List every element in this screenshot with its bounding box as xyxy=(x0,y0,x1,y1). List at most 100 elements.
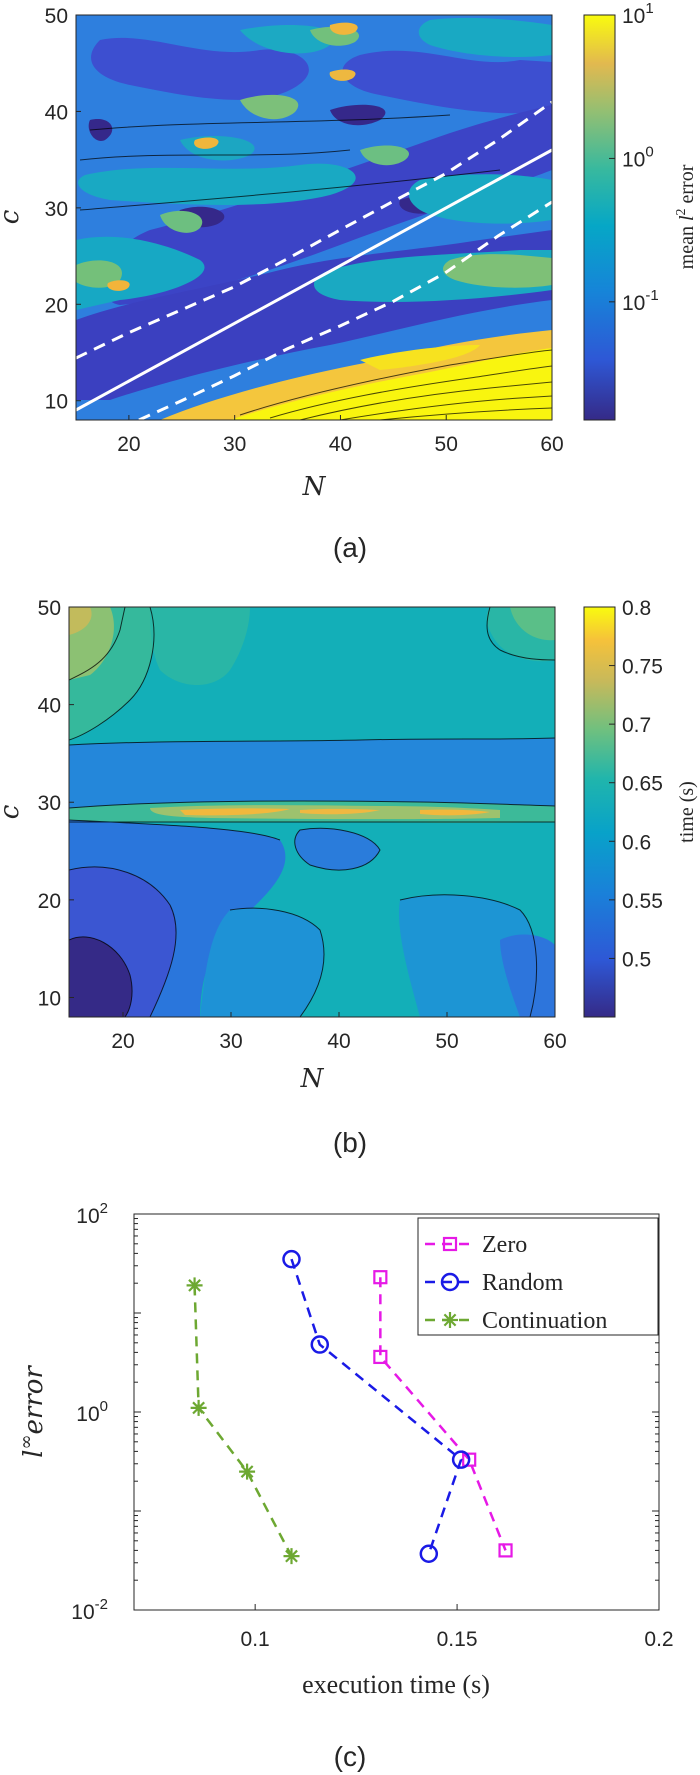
panel-b-x-ticks: 20 30 40 50 60 xyxy=(111,1012,567,1053)
legend-entry-zero: Zero xyxy=(425,1232,527,1258)
panel-b-colorbar xyxy=(583,606,616,1018)
x-tick-label: 0.2 xyxy=(644,1628,673,1651)
legend-entry-random: Random xyxy=(425,1270,564,1296)
panel-c: 0.1 0.15 0.2 102 100 10-2 execution time (s)… xyxy=(16,1200,674,1772)
panel-c-xlabel: execution time (s) xyxy=(302,1670,490,1699)
legend-label: Random xyxy=(482,1270,564,1296)
colorbar-tick-label: 10-1 xyxy=(622,287,659,315)
panel-a-solid-line xyxy=(76,148,552,412)
data-point xyxy=(239,1463,256,1480)
legend-entry-continuation: Continuation xyxy=(425,1308,607,1334)
panel-b-contour-field xyxy=(69,607,555,1017)
colorbar-tick-label: 0.65 xyxy=(622,773,663,796)
colorbar-tick-label: 0.7 xyxy=(622,714,651,737)
panel-b-ylabel: c xyxy=(0,804,25,819)
colorbar-tick-label: 0.5 xyxy=(622,948,651,971)
series-continuation xyxy=(186,1277,300,1565)
data-point xyxy=(462,1452,477,1467)
data-point xyxy=(451,1450,471,1469)
x-tick-label: 40 xyxy=(329,433,352,456)
colorbar-tick-label: 101 xyxy=(622,0,654,28)
colorbar-tick-label: 0.75 xyxy=(622,656,663,679)
x-tick-label: 20 xyxy=(117,433,140,456)
panel-b-panel-label: (b) xyxy=(333,1127,367,1158)
panel-a-dashed-line-upper xyxy=(76,100,552,360)
colorbar-tick-label: 100 xyxy=(622,143,654,171)
x-tick-label: 60 xyxy=(540,433,563,456)
y-tick-label: 30 xyxy=(38,792,61,815)
panel-b: 20 30 40 50 60 10 20 30 40 50 N c 0.8 0.75 0.7 0.65… xyxy=(0,597,698,1158)
panel-c-series-layer xyxy=(186,1249,513,1565)
panel-a-dashed-line-lower xyxy=(138,200,552,420)
panel-a-ylabel: c xyxy=(0,209,25,224)
panel-b-axes-box xyxy=(68,606,556,1018)
panel-c-ylabel: l∞error xyxy=(16,1365,49,1458)
y-tick-label: 50 xyxy=(45,5,68,28)
y-tick-label: 40 xyxy=(45,101,68,124)
x-tick-label: 20 xyxy=(111,1030,134,1053)
y-tick-label: 20 xyxy=(45,294,68,317)
y-tick-label: 102 xyxy=(76,1200,108,1228)
data-point xyxy=(498,1543,513,1558)
y-tick-label: 20 xyxy=(38,890,61,913)
data-point xyxy=(373,1349,388,1365)
colorbar-tick-label: 0.55 xyxy=(622,890,663,913)
legend-box xyxy=(417,1217,659,1336)
x-tick-label: 50 xyxy=(435,433,458,456)
x-tick-label: 0.15 xyxy=(437,1628,478,1651)
panel-a-panel-label: (a) xyxy=(333,532,367,563)
data-point xyxy=(310,1335,330,1354)
x-tick-label: 30 xyxy=(223,433,246,456)
panel-b-colorbar-ticks: 0.8 0.75 0.7 0.65 0.6 0.55 0.5 xyxy=(609,597,663,971)
panel-b-colorbar-label: time (s) xyxy=(676,781,698,843)
data-point xyxy=(283,1548,300,1565)
panel-a-axes-box xyxy=(75,14,553,421)
panel-a-x-ticks: 20 30 40 50 60 xyxy=(117,415,564,456)
legend-marker xyxy=(440,1272,460,1292)
legend-marker xyxy=(442,1312,458,1328)
x-tick-label: 40 xyxy=(327,1030,350,1053)
panel-c-panel-label: (c) xyxy=(334,1741,367,1772)
series-line xyxy=(379,1277,507,1551)
y-tick-label: 10 xyxy=(45,391,68,414)
legend-label: Continuation xyxy=(482,1308,607,1334)
series-random xyxy=(282,1249,471,1563)
x-tick-label: 30 xyxy=(219,1030,242,1053)
data-point xyxy=(373,1270,388,1285)
y-tick-label: 50 xyxy=(38,597,61,620)
star-marker-stroke xyxy=(285,1549,298,1563)
data-point xyxy=(186,1277,203,1294)
panel-a: 20 30 40 50 60 10 20 30 40 50 N c 101 100 10-1 mea… xyxy=(0,0,698,563)
star-marker-stroke xyxy=(443,1313,457,1327)
star-marker-stroke xyxy=(188,1279,201,1292)
panel-a-y-ticks: 10 20 30 40 50 xyxy=(45,5,81,414)
y-tick-label: 10-2 xyxy=(71,1596,108,1624)
colorbar-tick-label: 0.8 xyxy=(622,597,651,620)
panel-b-y-ticks: 10 20 30 40 50 xyxy=(38,597,74,1010)
legend-label: Zero xyxy=(482,1232,527,1258)
x-tick-label: 50 xyxy=(435,1030,458,1053)
colorbar-tick-label: 0.6 xyxy=(622,831,651,854)
x-tick-label: 0.1 xyxy=(241,1628,270,1651)
panel-a-colorbar-label: mean l2 error xyxy=(674,164,698,269)
x-tick-label: 60 xyxy=(543,1030,566,1053)
data-point xyxy=(419,1544,439,1563)
y-tick-label: 40 xyxy=(38,695,61,718)
data-point xyxy=(282,1249,301,1269)
legend-marker xyxy=(442,1236,458,1252)
panel-a-colorbar-ticks: 101 100 10-1 xyxy=(609,0,659,315)
series-zero xyxy=(373,1270,513,1558)
star-marker-stroke xyxy=(192,1401,205,1415)
panel-c-legend: Zero Random Continuation xyxy=(417,1217,659,1336)
data-point xyxy=(190,1399,207,1416)
panel-a-colorbar xyxy=(583,14,616,421)
y-tick-label: 30 xyxy=(45,198,68,221)
panel-c-x-ticks: 0.1 0.15 0.2 xyxy=(241,1604,674,1651)
panel-b-xlabel: N xyxy=(300,1064,325,1094)
y-tick-label: 100 xyxy=(76,1398,108,1426)
star-marker-stroke xyxy=(240,1465,254,1478)
panel-a-xlabel: N xyxy=(302,472,327,502)
y-tick-label: 10 xyxy=(38,987,61,1010)
series-line xyxy=(193,1285,293,1557)
